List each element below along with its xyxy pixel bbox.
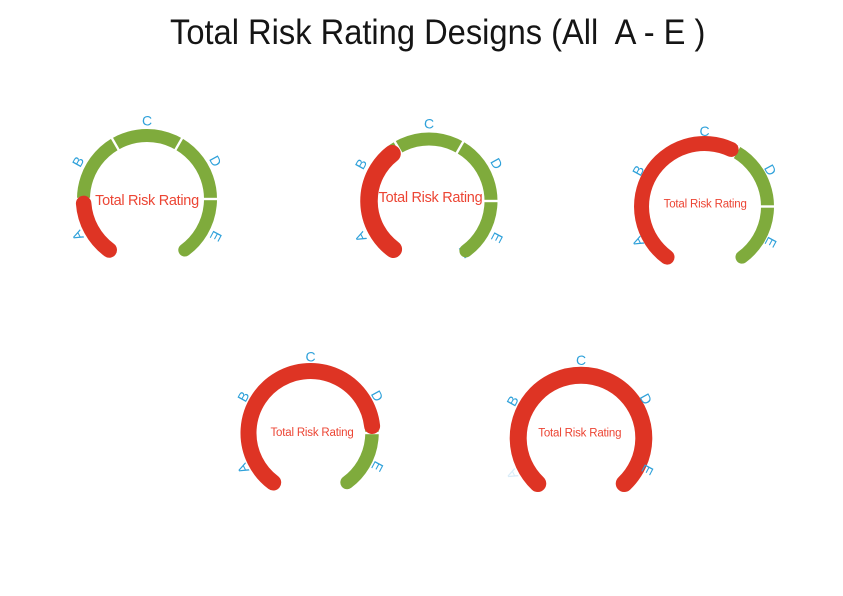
svg-text:D: D: [487, 155, 506, 172]
svg-text:Total Risk Rating: Total Risk Rating: [379, 190, 483, 206]
svg-text:C: C: [142, 113, 152, 129]
svg-text:B: B: [69, 154, 88, 170]
svg-text:C: C: [305, 349, 315, 365]
svg-text:C: C: [576, 352, 586, 368]
svg-text:Total Risk Rating: Total Risk Rating: [538, 428, 621, 440]
svg-text:Total Risk Rating: Total Risk Rating: [95, 193, 199, 209]
svg-text:B: B: [352, 156, 371, 172]
svg-text:A: A: [351, 229, 370, 245]
svg-text:C: C: [424, 116, 434, 132]
svg-text:E: E: [207, 228, 226, 244]
svg-text:C: C: [699, 123, 709, 139]
svg-text:Total Risk Rating: Total Risk Rating: [270, 427, 353, 439]
svg-text:Total Risk Rating: Total Risk Rating: [664, 198, 747, 210]
svg-text:E: E: [488, 230, 507, 246]
